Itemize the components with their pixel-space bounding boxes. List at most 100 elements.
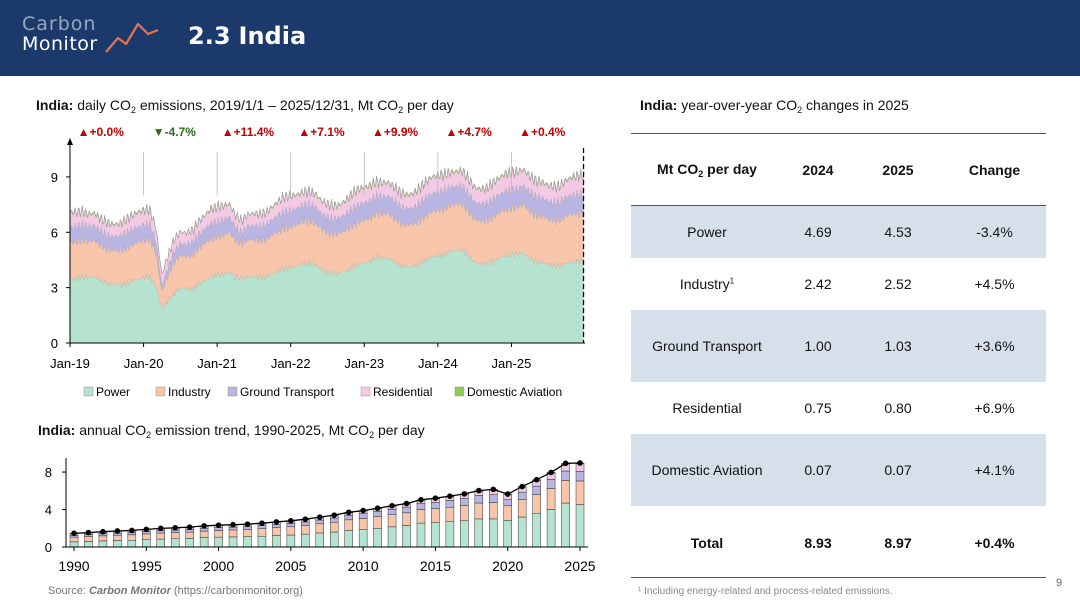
logo-line1: Carbon — [22, 13, 97, 35]
bar-segment — [315, 523, 325, 534]
bar-segment — [445, 521, 455, 548]
sector-cell: Domestic Aviation — [631, 433, 783, 506]
change-cell: +6.9% — [974, 399, 1015, 416]
bar-segment — [373, 516, 382, 529]
y-tick-label: 0 — [45, 540, 52, 555]
total-point — [476, 487, 482, 494]
bar-segment — [199, 537, 209, 548]
x-tick-label: Jan-24 — [418, 356, 458, 371]
change-cell: +4.1% — [943, 433, 1046, 506]
title-part: emissions, 2019/1/1 – 2025/12/31, Mt CO — [135, 97, 399, 113]
sector-cell: Total — [690, 534, 724, 551]
bar-segment — [142, 539, 151, 548]
total-point — [577, 460, 583, 466]
bar-segment — [98, 535, 108, 542]
bar-segment — [431, 508, 440, 523]
x-tick-label: 2020 — [492, 558, 523, 574]
bar-segment — [315, 519, 325, 525]
x-tick-label: 1995 — [131, 558, 162, 574]
sector-cell: Residential — [672, 399, 742, 416]
bar-segment — [301, 525, 310, 535]
title-bold: India: — [640, 97, 678, 113]
total-point — [129, 527, 135, 534]
bar-segment — [416, 509, 426, 524]
total-point — [172, 524, 178, 531]
value-2024: 8.93 — [804, 534, 832, 551]
bar-segment — [358, 518, 368, 530]
legend-swatch — [83, 386, 94, 397]
area-edge-aviation — [69, 166, 585, 275]
bar-segment — [84, 536, 93, 542]
bar-segment — [329, 531, 339, 548]
bar-segment — [199, 530, 209, 538]
x-tick-label: 2010 — [348, 558, 379, 574]
total-point — [186, 524, 193, 530]
table-header-row: Mt CO2 per day 2024 2025 Change — [631, 133, 1046, 206]
yoy-annotation: ▲+11.4% — [222, 125, 275, 139]
title-sub: 2 — [146, 430, 152, 440]
carbon-monitor-logo: Carbon Monitor — [22, 14, 98, 54]
page-title: 2.3 India — [188, 22, 306, 50]
total-point — [403, 500, 410, 507]
title-sub: 2 — [398, 105, 404, 115]
legend-label: Domestic Aviation — [467, 385, 562, 399]
bar-segment — [546, 488, 556, 510]
bar-segment — [546, 479, 556, 489]
bar-segment — [575, 480, 585, 505]
total-point — [157, 525, 164, 532]
bar-segment — [315, 532, 325, 548]
footnote: ¹ Including energy-related and process-r… — [638, 586, 893, 597]
bar-segment — [402, 506, 411, 514]
x-tick-label: Jan-23 — [344, 356, 384, 371]
y-tick-label: 4 — [45, 503, 52, 518]
change-cell: +3.6% — [943, 309, 1046, 382]
bar-segment — [387, 526, 397, 548]
total-point — [533, 476, 540, 483]
bar-segment — [156, 532, 165, 540]
bar-segment — [489, 518, 498, 548]
total-point — [244, 521, 251, 527]
yoy-annotation: ▲+7.1% — [298, 125, 345, 139]
bar-segment — [445, 506, 455, 522]
yoy-annotation: ▲+9.9% — [372, 125, 419, 139]
bar-segment — [489, 494, 498, 503]
total-point — [85, 529, 92, 536]
bar-segment — [532, 485, 541, 495]
x-tick-label: 1990 — [58, 558, 89, 574]
total-point — [360, 507, 366, 514]
col-unit: Mt CO2 per day — [631, 133, 783, 206]
value-2024: 0.07 — [783, 433, 853, 506]
bar-segment — [228, 536, 238, 548]
value-2025: 4.53 — [853, 205, 943, 258]
title-part: annual CO — [79, 422, 147, 438]
page-number: 9 — [1056, 577, 1063, 589]
area-series-industry — [70, 200, 584, 308]
bar-segment — [214, 530, 223, 538]
col-2024: 2024 — [783, 133, 853, 206]
table-row: Residential 0.75 0.80 +6.9% — [631, 382, 1046, 434]
legend-swatch — [227, 386, 238, 397]
x-tick-label: Jan-21 — [197, 356, 237, 371]
bar-segment — [358, 513, 368, 519]
col-change: Change — [943, 133, 1046, 206]
bar-segment — [575, 504, 585, 548]
bar-segment — [460, 498, 469, 506]
value-2024: 1.00 — [783, 309, 853, 382]
bar-segment — [503, 498, 512, 507]
x-tick-label: 2000 — [203, 558, 234, 574]
title-part: daily CO — [77, 97, 131, 113]
x-tick-label: 2025 — [564, 558, 595, 574]
title-part: year-over-year CO — [681, 97, 798, 113]
bar-segment — [69, 541, 79, 548]
table-row: Domestic Aviation 0.07 0.07 +4.1% — [631, 433, 1046, 506]
total-point — [345, 509, 352, 516]
value-2025: 0.80 — [884, 399, 912, 416]
total-point — [548, 469, 554, 476]
title-part: emission trend, 1990-2025, Mt CO — [151, 422, 370, 438]
bar-segment — [517, 516, 527, 548]
total-point — [331, 512, 338, 518]
value-2024: 0.75 — [804, 399, 832, 416]
bar-segment — [228, 529, 238, 538]
bar-segment — [185, 538, 194, 548]
x-tick-label: Jan-22 — [271, 356, 311, 371]
